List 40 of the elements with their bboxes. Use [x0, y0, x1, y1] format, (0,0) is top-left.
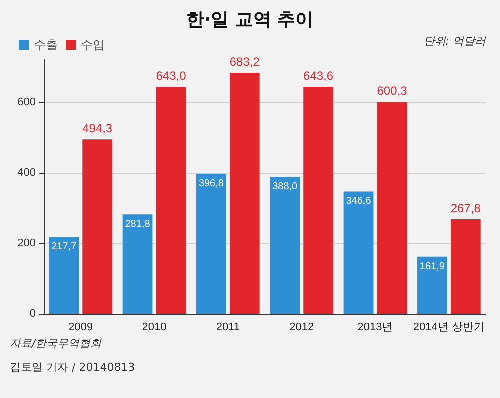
text: 자료/한국무역협회 — [10, 337, 103, 350]
x-tick-label: 2009 — [68, 322, 94, 334]
bar — [122, 214, 153, 314]
bar — [49, 237, 80, 314]
data-label: 388,0 — [272, 182, 298, 193]
bar — [270, 177, 300, 314]
bar — [156, 87, 186, 314]
bar — [304, 86, 334, 314]
bar — [377, 102, 408, 314]
data-label: 217,7 — [52, 242, 78, 253]
bar — [417, 256, 448, 314]
data-label: 161,9 — [420, 261, 446, 272]
chart-title: 한·일 교역 추이 — [186, 10, 314, 30]
x-tick-label: 2010 — [142, 322, 167, 334]
bar — [230, 72, 260, 314]
y-tick-label: 600 — [18, 96, 36, 108]
bar — [344, 192, 374, 314]
legend-label: 수출 — [34, 38, 58, 52]
x-tick-label: 2014년 상반기 — [413, 322, 485, 334]
y-tick-label: 0 — [30, 308, 36, 320]
x-tick-label: 2012 — [290, 322, 314, 334]
bar — [82, 140, 113, 314]
text: 단위: 억달러 — [424, 35, 487, 48]
y-tick-label: 400 — [18, 166, 36, 179]
data-label: 346,6 — [346, 196, 372, 208]
data-label: 267,8 — [450, 202, 482, 216]
text: 김토일 기자 / 20140813 — [10, 361, 136, 374]
data-label: 600,3 — [377, 84, 408, 98]
x-tick-label: 2011 — [216, 322, 240, 334]
data-label: 494,3 — [82, 122, 113, 136]
x-tick-label: 2013년 — [358, 322, 394, 334]
data-label: 396,8 — [198, 178, 224, 190]
bar — [196, 174, 226, 314]
legend-label: 수입 — [81, 38, 105, 52]
bar — [450, 220, 481, 314]
data-label: 643,6 — [304, 68, 334, 83]
data-label: 643,0 — [156, 69, 187, 84]
data-label: 683,2 — [230, 54, 260, 69]
data-label: 281,8 — [125, 219, 151, 230]
y-tick-label: 200 — [18, 237, 36, 250]
